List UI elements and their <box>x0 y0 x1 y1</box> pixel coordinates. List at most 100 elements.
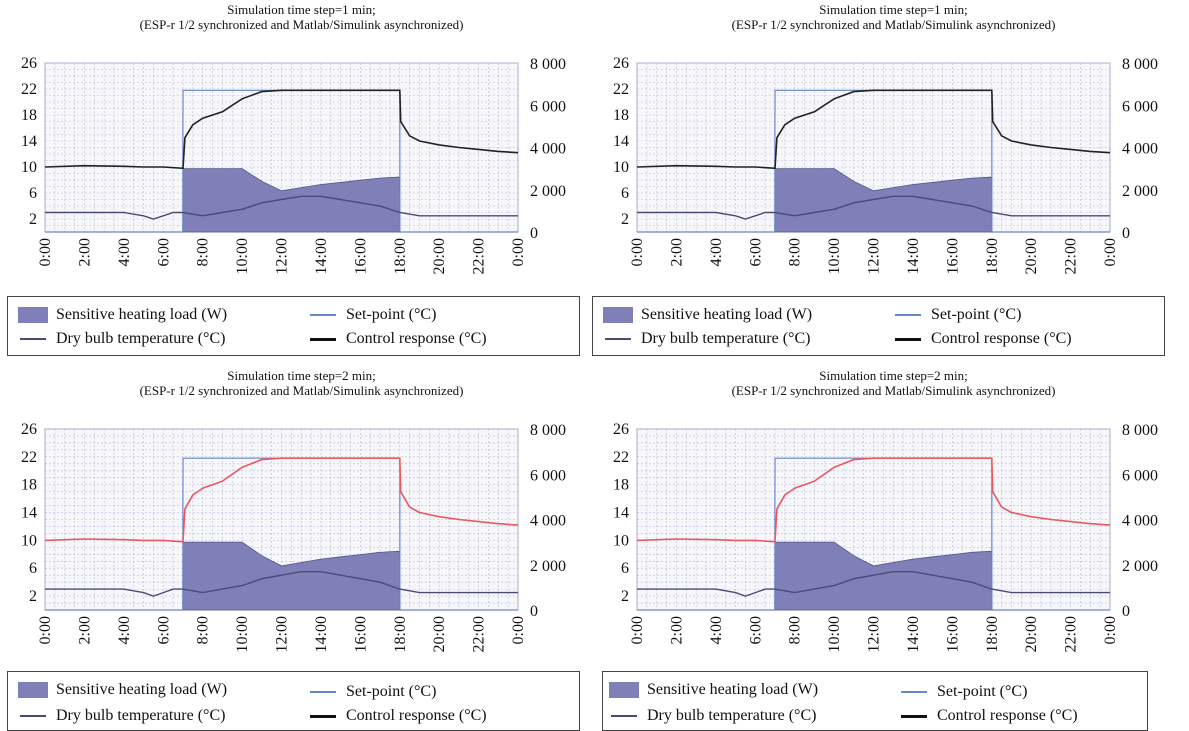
y-right-tick-label: 6 000 <box>1122 98 1158 115</box>
legend-item-heating-load: Sensitive heating load (W) <box>18 306 227 324</box>
legend-item-set-point: Set-point (°C) <box>308 683 436 701</box>
x-tick-label: 16:00 <box>352 616 369 652</box>
chart-panel-4: Simulation time step=2 min; (ESP-r 1/2 sy… <box>592 366 1182 668</box>
x-tick-label: 12:00 <box>274 616 291 652</box>
control-response-line <box>636 89 1111 170</box>
y-right-tick-label: 0 <box>1122 603 1130 620</box>
x-tick-label: 20:00 <box>431 616 448 652</box>
control-response-line <box>636 457 1111 543</box>
y-left-tick-label: 2 <box>621 588 629 605</box>
dry-bulb-line <box>45 195 518 220</box>
x-tick-label: 20:00 <box>431 238 448 274</box>
y-right-tick-label: 8 000 <box>1122 56 1158 73</box>
y-left-tick-label: 6 <box>29 185 37 202</box>
line-swatch-icon <box>901 691 927 693</box>
y-right-tick-label: 4 000 <box>1122 513 1158 530</box>
y-right-tick-label: 8 000 <box>1122 422 1158 439</box>
line-swatch-icon <box>20 715 46 717</box>
line-swatch-icon <box>310 714 336 718</box>
control-response-line <box>44 457 519 543</box>
x-tick-label: 22:00 <box>471 238 488 274</box>
y-right-tick-label: 0 <box>1122 225 1130 242</box>
x-tick-label: 10:00 <box>826 616 843 652</box>
dry-bulb-line <box>637 571 1110 597</box>
x-tick-label: 0:00 <box>629 238 646 266</box>
x-tick-label: 6:00 <box>155 238 172 266</box>
y-right-tick-label: 6 000 <box>1122 467 1158 484</box>
legend-4: Sensitive heating load (W) Set-point (°C… <box>602 671 1148 731</box>
y-left-tick-label: 26 <box>21 421 37 438</box>
dry-bulb-line <box>637 195 1110 220</box>
y-left-tick-label: 14 <box>21 133 37 150</box>
x-tick-label: 14:00 <box>313 616 330 652</box>
x-tick-label: 10:00 <box>234 238 251 274</box>
x-tick-label: 4:00 <box>708 616 725 644</box>
x-tick-label: 2:00 <box>668 238 685 266</box>
x-tick-label: 8:00 <box>787 238 804 266</box>
y-left-tick-label: 14 <box>21 505 37 522</box>
y-right-tick-label: 6 000 <box>530 98 566 115</box>
x-tick-label: 20:00 <box>1023 616 1040 652</box>
x-tick-label: 12:00 <box>274 238 291 274</box>
y-right-tick-label: 8 000 <box>530 56 566 73</box>
y-left-tick-label: 26 <box>613 421 629 438</box>
line-swatch-icon <box>895 337 921 341</box>
area-swatch-icon <box>18 682 48 698</box>
y-left-tick-label: 22 <box>21 81 37 98</box>
x-tick-label: 18:00 <box>392 616 409 652</box>
legend-item-dry-bulb: Dry bulb temperature (°C) <box>603 330 810 348</box>
x-tick-label: 8:00 <box>195 616 212 644</box>
y-left-tick-label: 2 <box>621 211 629 228</box>
x-tick-label: 0:00 <box>510 238 527 266</box>
line-swatch-icon <box>310 691 336 693</box>
y-left-tick-label: 22 <box>613 449 629 466</box>
chart-title: Simulation time step=1 min; <box>819 2 968 17</box>
legend-item-set-point: Set-point (°C) <box>899 683 1027 701</box>
y-left-tick-label: 10 <box>613 532 629 549</box>
y-left-tick-label: 10 <box>21 532 37 549</box>
line-swatch-icon <box>20 338 46 340</box>
chart-svg-2: Simulation time step=1 min;(ESP-r 1/2 sy… <box>613 2 1158 274</box>
y-left-tick-label: 6 <box>29 560 37 577</box>
y-right-tick-label: 0 <box>530 603 538 620</box>
chart-title: (ESP-r 1/2 synchronized and Matlab/Simul… <box>732 17 1056 32</box>
x-tick-label: 22:00 <box>1063 238 1080 274</box>
x-tick-label: 0:00 <box>629 616 646 644</box>
dry-bulb-line <box>45 571 518 597</box>
x-tick-label: 14:00 <box>905 238 922 274</box>
line-swatch-icon <box>310 314 336 316</box>
x-tick-label: 4:00 <box>708 238 725 266</box>
x-tick-label: 8:00 <box>195 238 212 266</box>
y-right-tick-label: 6 000 <box>530 467 566 484</box>
legend-item-heating-load: Sensitive heating load (W) <box>18 681 227 699</box>
y-left-tick-label: 14 <box>613 505 629 522</box>
x-tick-label: 6:00 <box>155 616 172 644</box>
chart-panel-2: Simulation time step=1 min; (ESP-r 1/2 sy… <box>592 0 1182 290</box>
x-tick-label: 4:00 <box>116 238 133 266</box>
x-tick-label: 22:00 <box>471 616 488 652</box>
y-right-tick-label: 4 000 <box>530 513 566 530</box>
legend-item-control-response: Control response (°C) <box>893 330 1072 348</box>
y-left-tick-label: 10 <box>613 159 629 176</box>
y-left-tick-label: 26 <box>21 55 37 72</box>
x-tick-label: 18:00 <box>984 616 1001 652</box>
y-left-tick-label: 2 <box>29 588 37 605</box>
x-tick-label: 0:00 <box>1102 238 1119 266</box>
x-tick-label: 22:00 <box>1063 616 1080 652</box>
y-right-tick-label: 8 000 <box>530 422 566 439</box>
y-right-tick-label: 2 000 <box>1122 183 1158 200</box>
x-tick-label: 10:00 <box>234 616 251 652</box>
chart-svg-1: Simulation time step=1 min;(ESP-r 1/2 sy… <box>21 2 566 274</box>
chart-title: (ESP-r 1/2 synchronized and Matlab/Simul… <box>140 383 464 398</box>
y-left-tick-label: 26 <box>613 55 629 72</box>
area-swatch-icon <box>603 307 633 323</box>
legend-1: Sensitive heating load (W) Set-point (°C… <box>7 296 580 356</box>
x-tick-label: 0:00 <box>37 238 54 266</box>
y-right-tick-label: 2 000 <box>530 183 566 200</box>
legend-item-heating-load: Sensitive heating load (W) <box>603 306 812 324</box>
x-tick-label: 10:00 <box>826 238 843 274</box>
x-tick-label: 2:00 <box>76 238 93 266</box>
legend-item-dry-bulb: Dry bulb temperature (°C) <box>18 707 225 725</box>
legend-2: Sensitive heating load (W) Set-point (°C… <box>592 296 1165 356</box>
y-left-tick-label: 18 <box>21 107 37 124</box>
